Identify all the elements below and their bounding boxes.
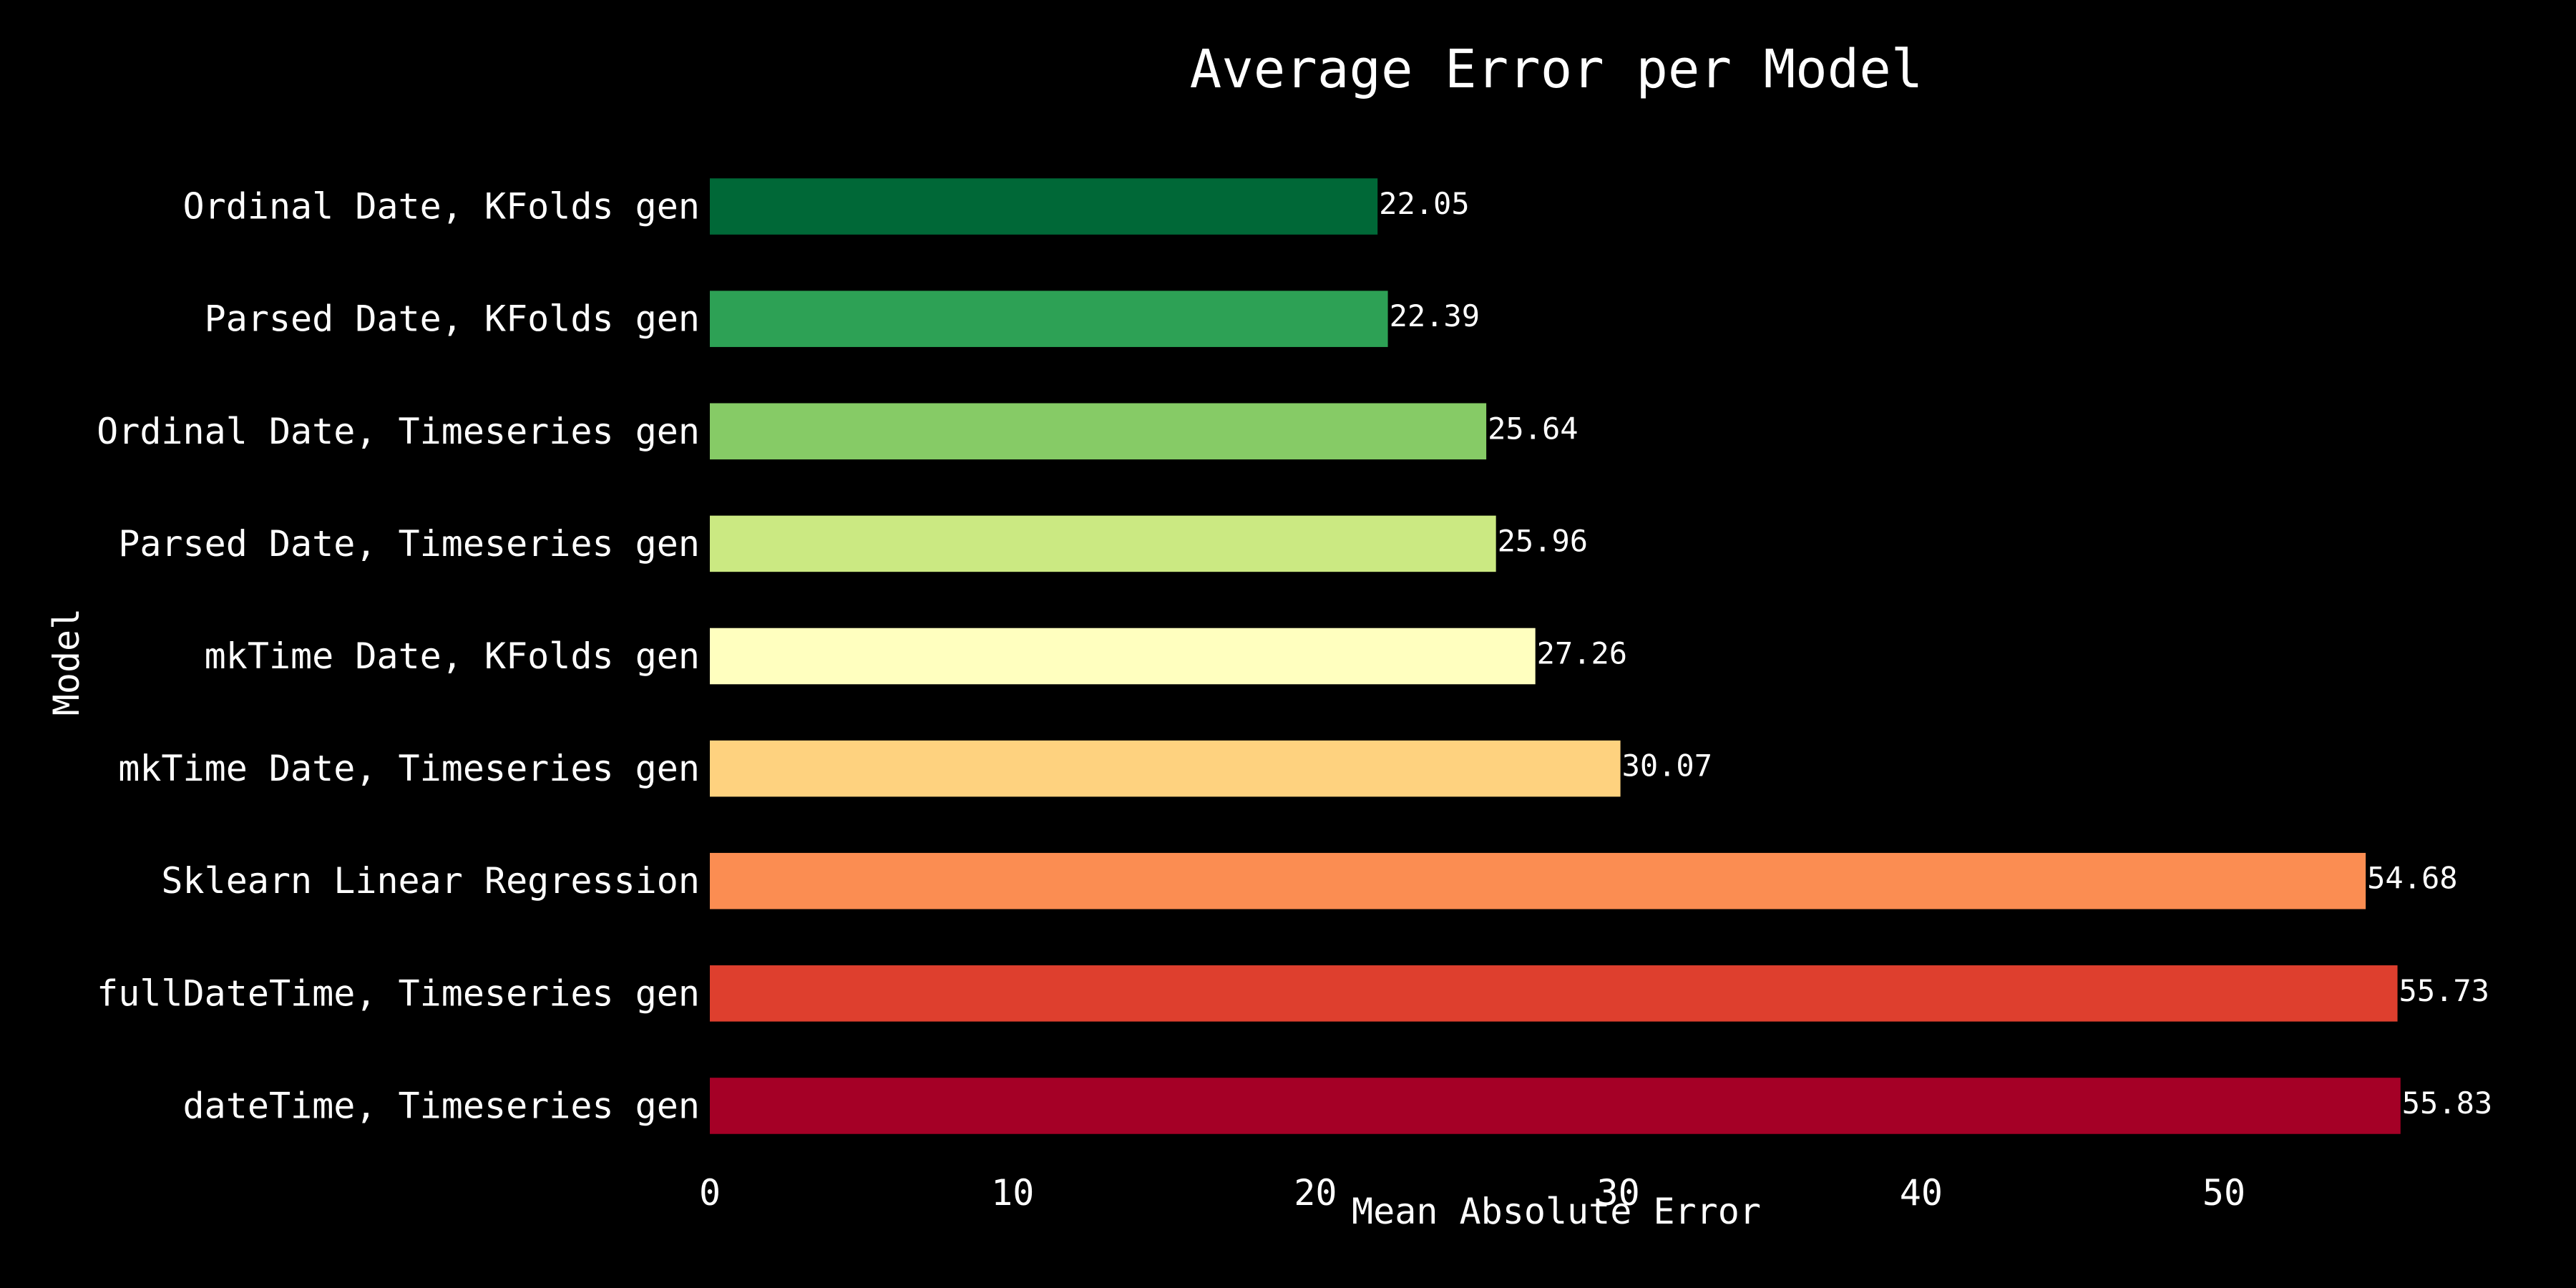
chart-title: Average Error per Model [1190,39,1923,100]
x-tick-label: 40 [1900,1172,1943,1214]
bar [710,515,1496,572]
y-axis-label: Model [46,608,87,716]
y-tick-label: Ordinal Date, Timeseries gen [97,411,700,452]
x-tick-label: 50 [2202,1172,2245,1214]
x-tick-label: 20 [1294,1172,1337,1214]
bar [710,291,1388,347]
bar [710,1078,2401,1134]
y-tick-label: mkTime Date, Timeseries gen [118,748,700,789]
data-label: 22.05 [1379,186,1469,221]
data-label: 54.68 [2367,861,2457,896]
y-tick-label: fullDateTime, Timeseries gen [97,972,700,1014]
y-tick-label: Parsed Date, Timeseries gen [118,523,700,565]
data-label: 22.39 [1390,298,1480,333]
data-label: 55.73 [2399,973,2489,1008]
data-label: 30.07 [1622,748,1712,784]
y-tick-label: Parsed Date, KFolds gen [205,298,700,340]
x-ticks-layer: 0 10 20 30 40 50 [699,1172,2245,1214]
category-labels-layer: dateTime, Timeseries gen fullDateTime, Ti… [97,186,700,1127]
x-axis-label: Mean Absolute Error [1352,1191,1761,1232]
x-tick-label: 10 [991,1172,1034,1214]
data-label: 55.83 [2402,1085,2492,1121]
bar [710,178,1378,235]
data-label: 25.64 [1488,411,1578,446]
value-labels-layer: 55.83 55.73 54.68 30.07 27.26 25.96 25.64 22.39… [1379,186,2492,1121]
bar [710,740,1621,797]
x-tick-label: 30 [1597,1172,1640,1214]
y-tick-label: mkTime Date, KFolds gen [205,635,700,677]
bar [710,965,2398,1022]
y-tick-label: Ordinal Date, KFolds gen [183,186,700,228]
data-label: 27.26 [1537,636,1627,671]
bar [710,628,1536,685]
y-tick-label: dateTime, Timeseries gen [183,1085,700,1126]
bar [710,403,1487,460]
bars-layer [710,178,2401,1134]
bar [710,852,2366,909]
x-tick-label: 0 [699,1172,721,1214]
y-tick-label: Sklearn Linear Regression [161,860,700,902]
data-label: 25.96 [1498,523,1588,558]
